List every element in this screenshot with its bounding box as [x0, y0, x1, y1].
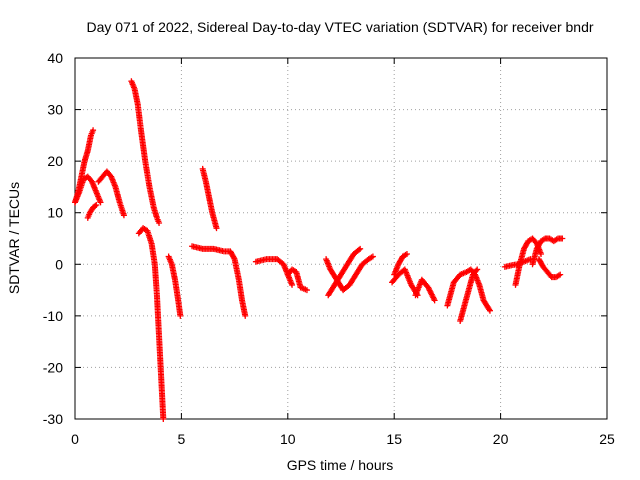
- series-arc9: [189, 243, 249, 319]
- data-point: [474, 266, 481, 273]
- y-tick-label: -30: [43, 411, 63, 427]
- y-tick-label: 30: [47, 102, 63, 118]
- data-point: [156, 220, 163, 227]
- chart-title: Day 071 of 2022, Sidereal Day-to-day VTE…: [86, 19, 593, 35]
- data-point: [355, 246, 362, 253]
- data-point: [92, 202, 99, 209]
- series-arc3: [84, 201, 100, 221]
- y-axis-label: SDTVAR / TECUs: [6, 182, 22, 294]
- y-tick-label: 0: [55, 256, 63, 272]
- series-arc21: [529, 235, 566, 268]
- data-point: [242, 312, 249, 319]
- data-point: [473, 267, 480, 274]
- x-tick-label: 20: [493, 431, 509, 447]
- x-tick-label: 5: [178, 431, 186, 447]
- data-point: [93, 201, 100, 208]
- series-arc22: [535, 256, 564, 281]
- data-point: [357, 245, 364, 252]
- series-arc1: [72, 127, 97, 206]
- series-arc15: [391, 250, 410, 278]
- grid-lines: [75, 58, 607, 419]
- series-arc18: [457, 266, 481, 325]
- data-point: [369, 253, 376, 260]
- data-point: [431, 297, 438, 304]
- x-tick-label: 15: [386, 431, 402, 447]
- x-axis-label: GPS time / hours: [287, 457, 394, 473]
- data-point: [90, 127, 97, 134]
- series-arc10: [252, 256, 296, 288]
- series-arc8: [199, 165, 220, 232]
- y-tick-label: 20: [47, 153, 63, 169]
- data-point: [303, 287, 310, 294]
- data-point: [120, 212, 127, 219]
- data-point: [557, 271, 564, 278]
- series-arc11: [284, 266, 310, 294]
- x-tick-label: 25: [599, 431, 615, 447]
- series-arc5: [128, 78, 163, 227]
- data-point: [289, 281, 296, 288]
- series-arc7: [165, 253, 184, 319]
- data-points: [72, 78, 566, 422]
- plot-frame: [74, 57, 608, 420]
- data-point: [486, 307, 493, 314]
- data-point: [230, 254, 237, 261]
- y-tick-label: 10: [47, 205, 63, 221]
- data-point: [213, 225, 220, 232]
- data-point: [403, 250, 410, 257]
- data-point: [486, 306, 493, 313]
- x-tick-label: 0: [71, 431, 79, 447]
- series-arc6: [135, 225, 167, 422]
- series-arc20: [512, 235, 545, 288]
- data-point: [97, 199, 104, 206]
- axis-ticks: [74, 57, 608, 420]
- data-point: [538, 250, 545, 257]
- y-tick-label: -10: [43, 308, 63, 324]
- y-tick-labels: -30 -20 -10 0 10 20 30 40: [43, 50, 63, 427]
- series-arc4: [95, 168, 127, 219]
- data-point: [160, 416, 167, 422]
- series-arc2: [72, 173, 104, 206]
- x-tick-label: 10: [280, 431, 296, 447]
- y-tick-label: 40: [47, 50, 63, 66]
- series-arc13: [325, 245, 364, 299]
- x-tick-labels: 0 5 10 15 20 25: [71, 431, 615, 447]
- series-arc16: [412, 276, 438, 304]
- data-point: [177, 312, 184, 319]
- data-point: [559, 235, 566, 242]
- y-tick-label: -20: [43, 359, 63, 375]
